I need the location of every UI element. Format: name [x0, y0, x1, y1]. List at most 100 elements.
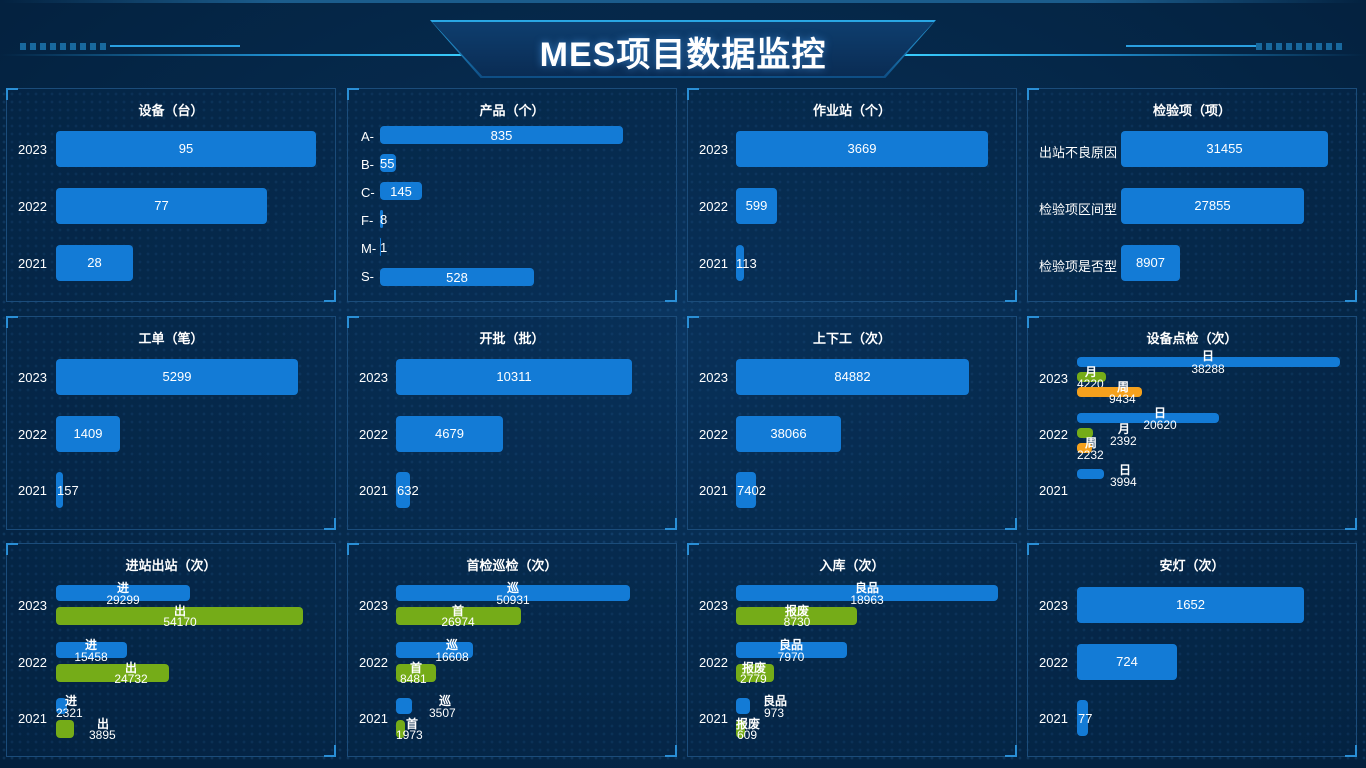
panel-work-order: 工单（笔） 2023 5299 2022 1409 2021 157	[6, 316, 336, 530]
series-value: 973	[764, 706, 785, 720]
series-label: 出	[97, 717, 110, 731]
row-label: 2021	[699, 711, 728, 726]
bar-2021	[1077, 700, 1088, 736]
series-value: 26974	[441, 615, 475, 629]
bar-value: 835	[490, 128, 513, 143]
panel-warehouse: 入库（次） 2023 良品 18963 报废 8730 2022 良品 7970…	[687, 543, 1017, 757]
bar-value: 1	[380, 240, 388, 255]
bar-good-2021	[736, 698, 750, 714]
bar-week-2022	[1077, 443, 1092, 453]
bar-value: 1652	[1176, 597, 1205, 612]
header: MES项目数据监控	[0, 0, 1366, 86]
bar-value: 77	[1078, 711, 1093, 726]
bar-patrol-2022	[396, 642, 473, 658]
bar-patrol-2021	[396, 698, 412, 714]
panel-product: 产品（个） A- 835 B- 55 C- 145 F- 8 M- 1 S- 5…	[347, 88, 677, 302]
page-title: MES项目数据监控	[539, 36, 827, 74]
bar-month-2022	[1077, 428, 1093, 438]
series-label: 进	[84, 638, 97, 652]
bar-value: 724	[1116, 654, 1138, 669]
row-label: 2022	[18, 655, 47, 670]
series-label: 周	[1117, 380, 1130, 394]
bar-value: 157	[57, 483, 79, 498]
bar-2022	[396, 416, 503, 452]
row-label: 检验项是否型	[1039, 259, 1118, 274]
row-label: 2023	[699, 598, 728, 613]
series-value: 8481	[400, 672, 427, 686]
series-value: 7970	[777, 650, 805, 664]
bar-value: 113	[736, 256, 757, 271]
bar-2023	[736, 359, 969, 395]
series-value: 16608	[435, 650, 469, 664]
bar-value: 77	[154, 198, 169, 213]
panel-title: 产品（个）	[479, 103, 545, 118]
series-label: 进	[65, 694, 78, 708]
bar-value: 5299	[162, 369, 192, 384]
bar-day-2022	[1077, 413, 1219, 423]
row-label: 2022	[699, 427, 728, 442]
bar-first-2023	[396, 607, 521, 625]
panel-title: 设备（台）	[138, 103, 204, 118]
series-label: 月	[1085, 365, 1098, 379]
header-frame-line	[0, 0, 1366, 3]
bar-2022	[736, 188, 777, 224]
row-label: 2022	[1039, 427, 1068, 442]
panel-title: 入库（次）	[819, 558, 885, 573]
bar-day-2021	[1077, 469, 1104, 479]
panel-title: 设备点检（次）	[1146, 331, 1238, 346]
bar-2021	[736, 245, 744, 281]
series-label: 日	[1153, 406, 1166, 420]
series-label: 巡	[445, 638, 458, 652]
series-value: 3994	[1110, 475, 1137, 489]
row-label: C-	[361, 185, 375, 200]
row-label: 2021	[359, 711, 388, 726]
panel-shift: 上下工（次） 2023 84882 2022 38066 2021 7402	[687, 316, 1017, 530]
bar-M	[380, 238, 381, 256]
bar-yesno-type	[1121, 245, 1180, 281]
series-label: 报废	[736, 717, 761, 731]
bar-2021	[56, 245, 133, 281]
panel-spot-check: 设备点检（次） 2023 日 38288 月 4220 周 9434 2022 …	[1027, 316, 1357, 530]
panel-in-out: 进站出站（次） 2023 进 29299 出 54170 2022 进 1545…	[6, 543, 336, 757]
row-label: 2023	[1039, 371, 1068, 386]
bar-value: 7402	[737, 483, 766, 498]
bar-2023	[56, 359, 298, 395]
series-label: 巡	[439, 694, 452, 708]
bar-value: 10311	[496, 369, 532, 384]
series-label: 良品	[778, 638, 803, 652]
title-plate-inner	[432, 22, 934, 76]
bar-out-2022	[56, 664, 169, 682]
panel-first-patrol: 首检巡检（次） 2023 巡 50931 首 26974 2022 巡 1660…	[347, 543, 677, 757]
bar-2021	[396, 472, 410, 508]
row-label: 2021	[699, 256, 728, 271]
bar-value: 38066	[770, 426, 807, 441]
series-value: 2232	[1077, 448, 1104, 462]
bar-value: 55	[380, 156, 395, 171]
bar-2022	[1077, 644, 1177, 680]
row-label: 2021	[18, 256, 47, 271]
bar-2022	[56, 416, 120, 452]
bar-value: 4679	[435, 426, 464, 441]
series-label: 良品	[763, 694, 788, 708]
row-label: 2022	[359, 655, 388, 670]
bar-2023	[396, 359, 632, 395]
bar-bad-reason	[1121, 131, 1328, 167]
panel-batch: 开批（批） 2023 10311 2022 4679 2021 632	[347, 316, 677, 530]
series-value: 609	[737, 728, 758, 742]
bar-value: 632	[397, 483, 419, 498]
bar-value: 8907	[1136, 255, 1165, 270]
bar-value: 95	[178, 141, 194, 156]
row-label: 2022	[1039, 655, 1068, 670]
bar-2021	[736, 472, 756, 508]
header-deco-left-line	[110, 45, 240, 47]
row-label: 2023	[359, 598, 388, 613]
series-value: 50931	[496, 593, 530, 607]
bar-in-2023	[56, 585, 190, 601]
row-label: S-	[361, 269, 374, 284]
bar-range-type	[1121, 188, 1304, 224]
bar-F	[380, 210, 383, 228]
row-label: 2022	[18, 199, 47, 214]
panel-station: 作业站（个） 2023 3669 2022 599 2021 113	[687, 88, 1017, 302]
panel-title: 安灯（次）	[1159, 558, 1225, 573]
bar-value: 1409	[73, 426, 103, 441]
